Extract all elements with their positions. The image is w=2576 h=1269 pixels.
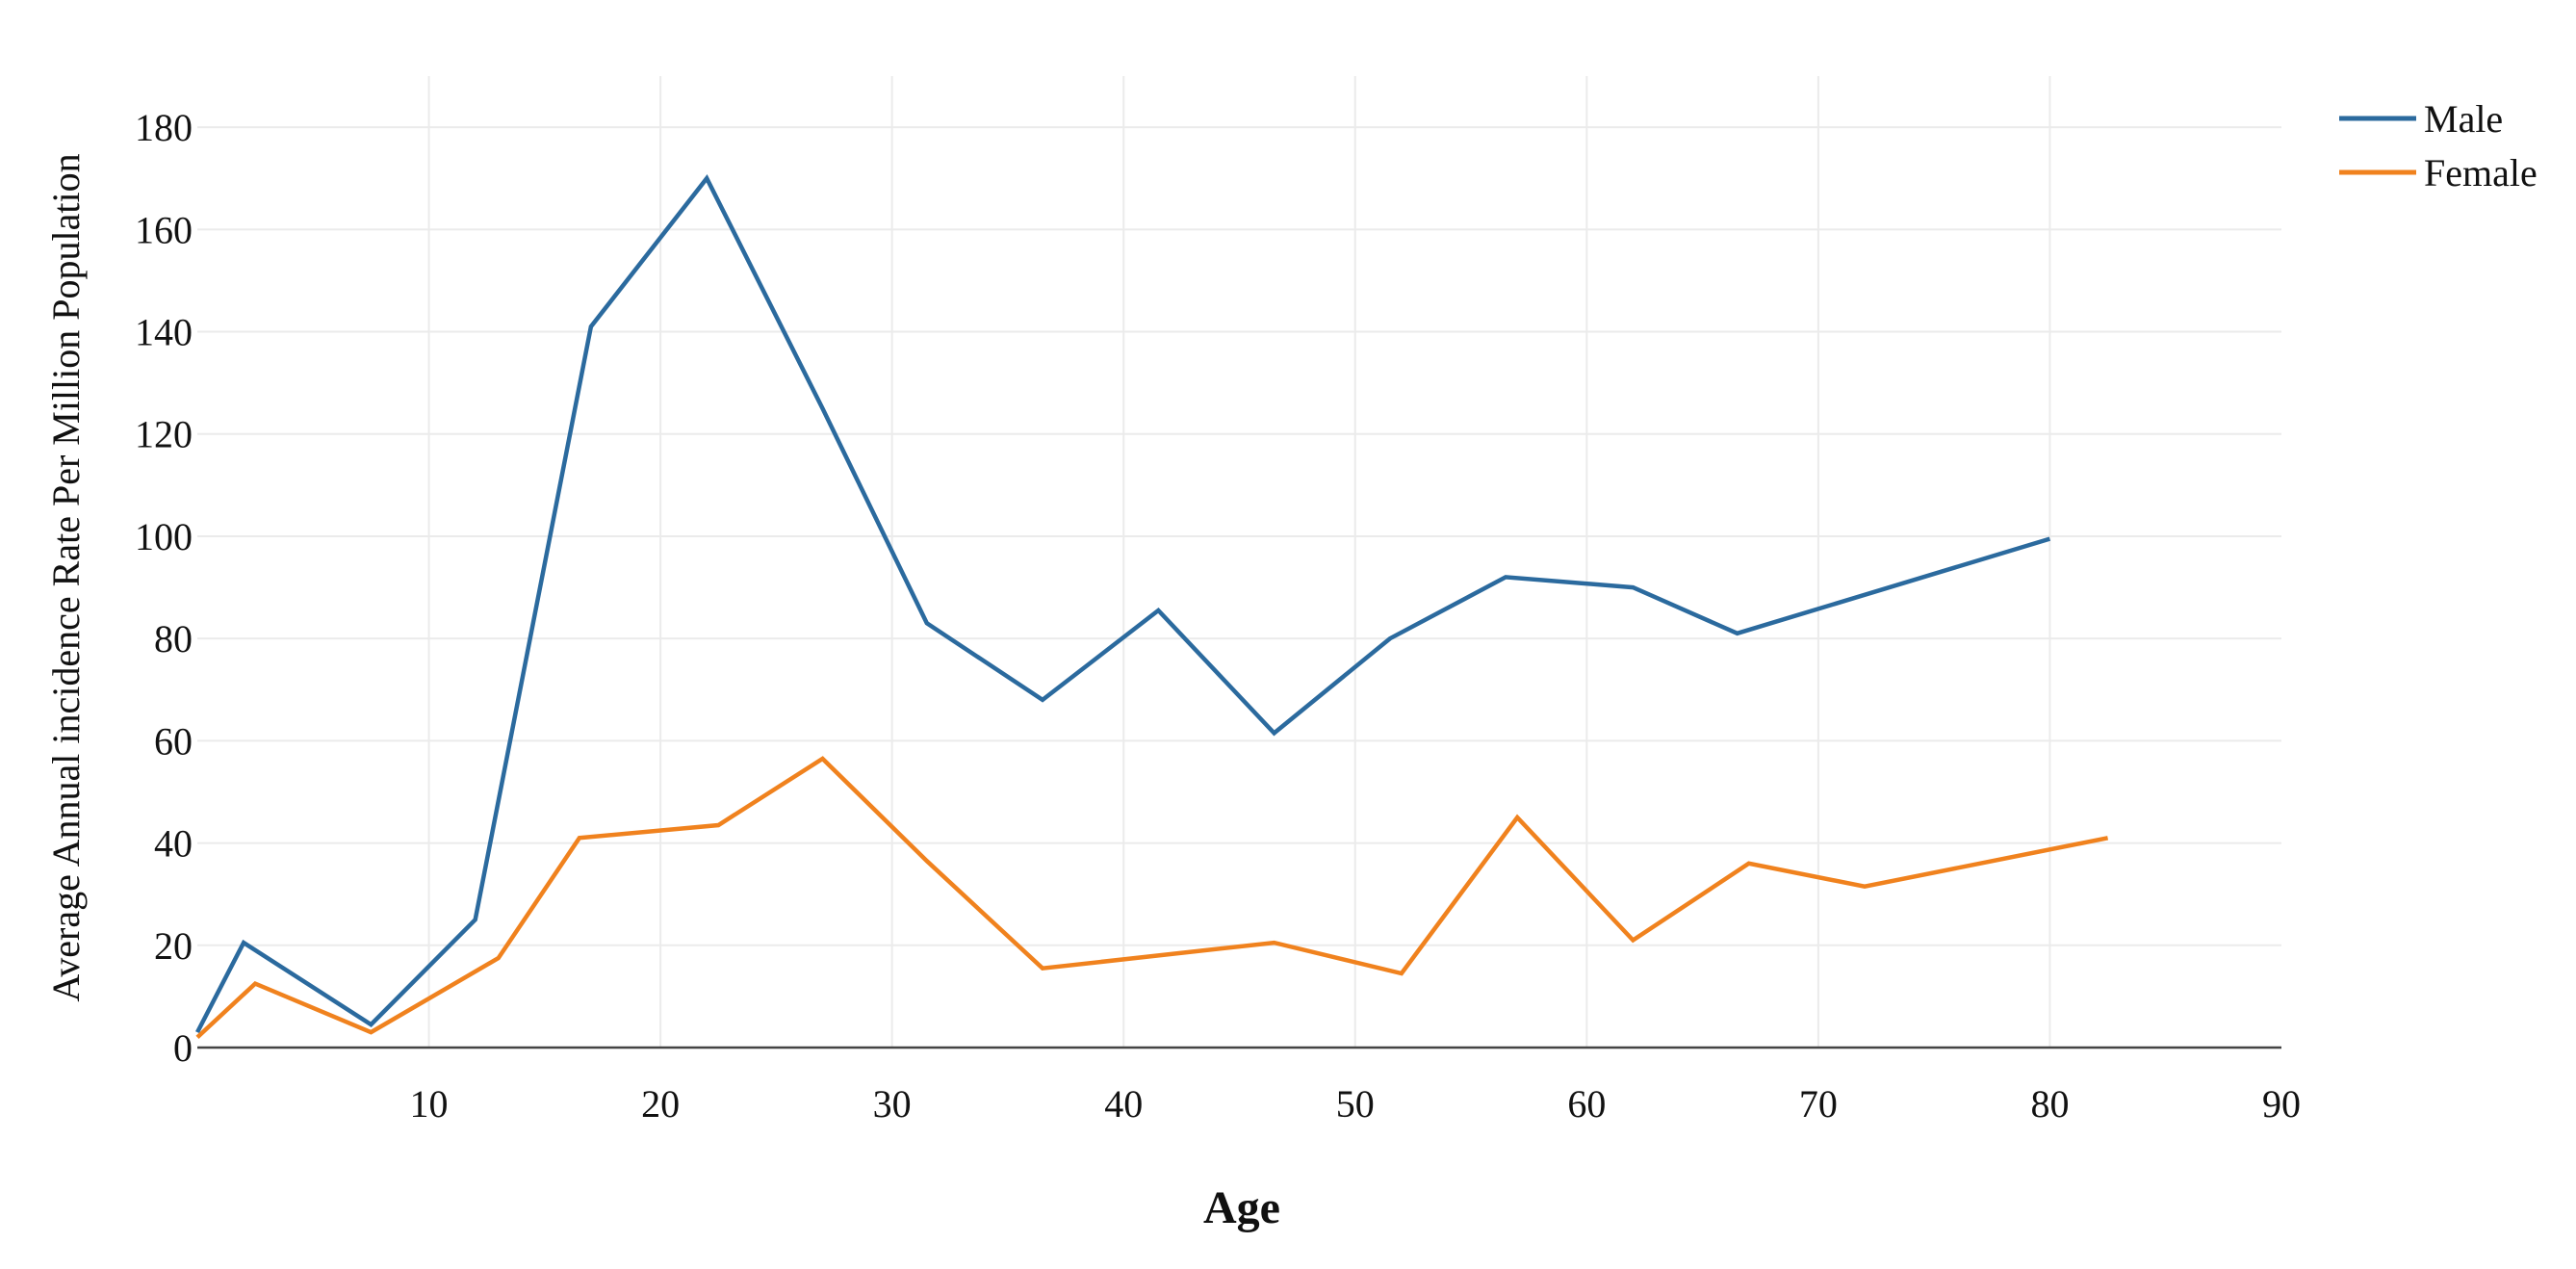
series-line-female [195, 756, 2109, 1040]
y-tick-label: 180 [135, 106, 193, 149]
x-tick-label: 20 [641, 1082, 680, 1126]
y-tick-label: 20 [154, 924, 193, 968]
x-tick-label: 30 [873, 1082, 912, 1126]
axes: 10 20 30 40 50 60 70 80 90 0 20 40 60 80 100 120 140 160 1… [135, 106, 2301, 1126]
x-axis-label: Age [1203, 1182, 1280, 1233]
gridlines [197, 76, 2281, 1048]
x-tick-label: 60 [1567, 1082, 1606, 1126]
legend-label-female: Female [2424, 151, 2537, 194]
x-tick-label: 10 [410, 1082, 449, 1126]
y-tick-label: 160 [135, 208, 193, 251]
x-tick-label: 50 [1336, 1082, 1375, 1126]
y-tick-label: 0 [173, 1026, 193, 1070]
legend: Male Female [2339, 97, 2537, 194]
y-tick-label: 40 [154, 822, 193, 866]
series-lines [195, 174, 2109, 1040]
y-tick-label: 60 [154, 719, 193, 763]
y-tick-label: 80 [154, 617, 193, 660]
x-tick-label: 40 [1104, 1082, 1143, 1126]
series-line-male [195, 174, 2051, 1034]
x-tick-label: 70 [1799, 1082, 1838, 1126]
y-tick-label: 140 [135, 311, 193, 354]
y-axis-label: Average Annual incidence Rate Per Millio… [44, 153, 88, 1001]
x-tick-label: 90 [2262, 1082, 2301, 1126]
x-tick-label: 80 [2030, 1082, 2069, 1126]
y-tick-label: 100 [135, 515, 193, 558]
legend-label-male: Male [2424, 97, 2503, 141]
y-tick-label: 120 [135, 413, 193, 456]
